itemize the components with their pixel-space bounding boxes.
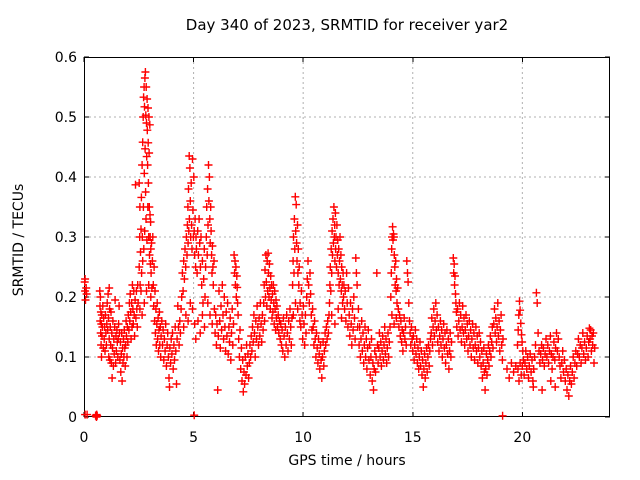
y-tick-label-0.2: 0.2 bbox=[55, 290, 77, 306]
y-tick-label-0.4: 0.4 bbox=[55, 170, 77, 186]
y-tick-label-0.5: 0.5 bbox=[55, 110, 77, 126]
x-tick-label-5: 5 bbox=[189, 430, 198, 446]
y-axis-label: SRMTID / TECUs bbox=[11, 183, 27, 297]
x-tick-label-10: 10 bbox=[294, 430, 312, 446]
y-tick-label-0: 0 bbox=[68, 410, 77, 426]
y-tick-label-0.6: 0.6 bbox=[55, 50, 77, 66]
x-tick-label-15: 15 bbox=[404, 430, 422, 446]
chart-title: Day 340 of 2023, SRMTID for receiver yar… bbox=[185, 16, 509, 34]
x-axis-label: GPS time / hours bbox=[288, 453, 406, 469]
y-tick-label-0.3: 0.3 bbox=[55, 230, 77, 246]
data-points bbox=[80, 68, 599, 421]
axis-ticks bbox=[83, 56, 610, 418]
x-tick-label-0: 0 bbox=[80, 430, 89, 446]
y-tick-label-0.1: 0.1 bbox=[55, 350, 77, 366]
x-tick-label-20: 20 bbox=[513, 430, 531, 446]
